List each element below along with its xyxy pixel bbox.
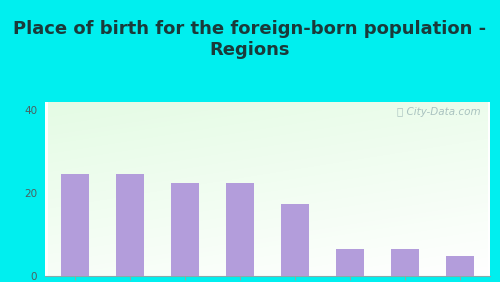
Bar [281,204,308,276]
Bar [116,174,144,276]
Bar [446,255,473,276]
Bar [226,183,254,276]
Bar [62,174,89,276]
Text: ⓘ City-Data.com: ⓘ City-Data.com [398,107,481,117]
Bar [336,249,363,276]
Bar [172,183,199,276]
Text: Place of birth for the foreign-born population -
Regions: Place of birth for the foreign-born popu… [14,20,486,59]
Bar [391,249,418,276]
